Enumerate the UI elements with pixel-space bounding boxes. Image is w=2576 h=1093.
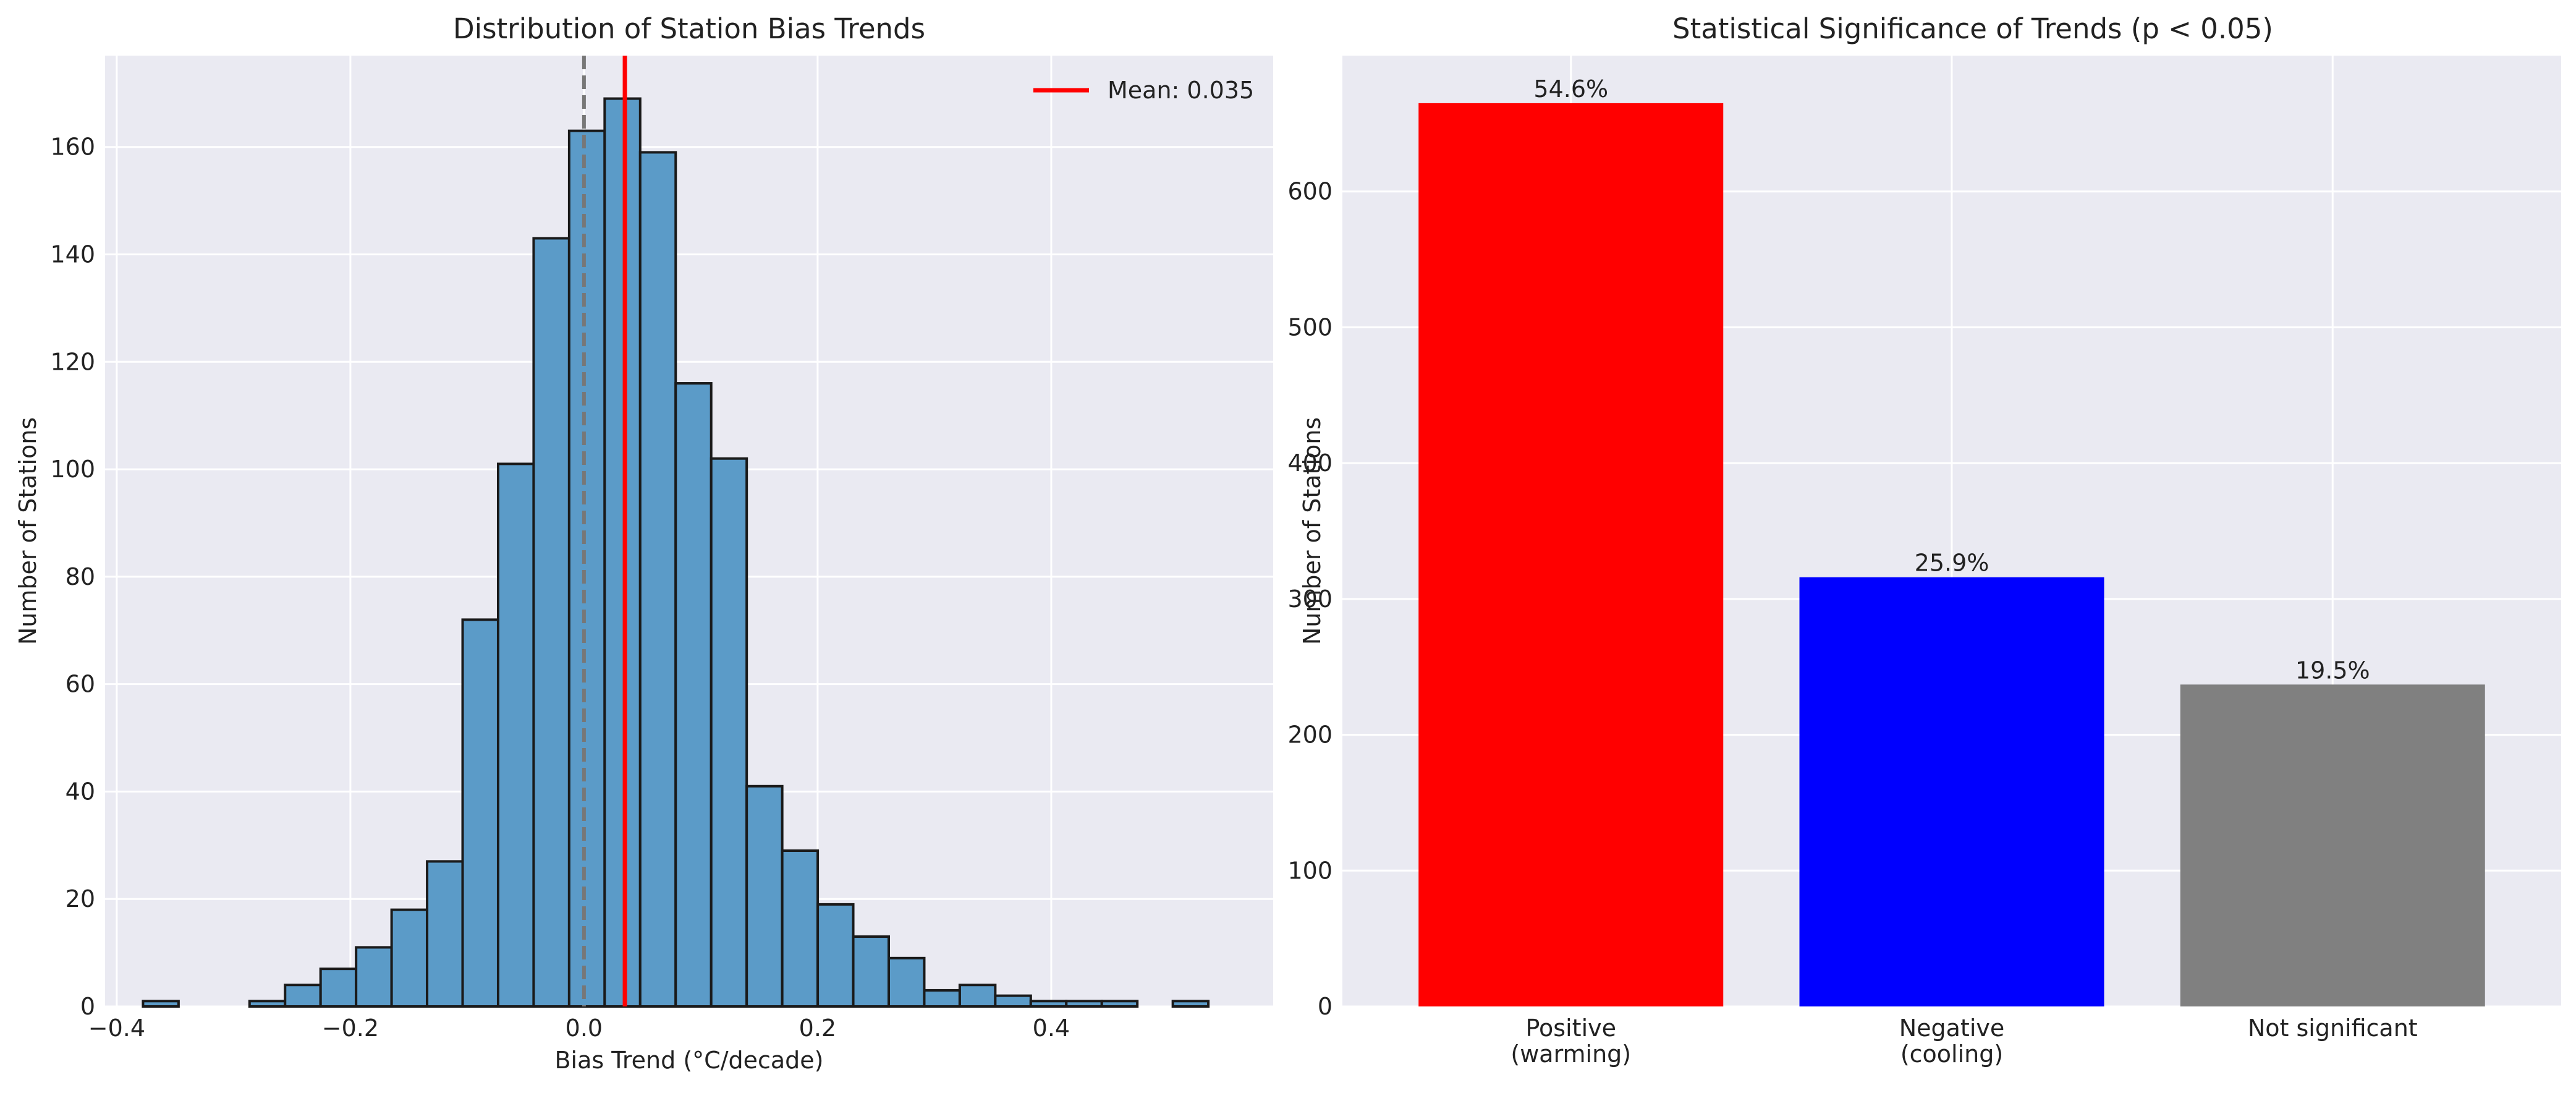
histogram-y-tick-label: 140 xyxy=(50,241,95,268)
histogram-bar xyxy=(640,152,676,1006)
bar-chart-title: Statistical Significance of Trends (p < … xyxy=(1672,12,2273,45)
histogram-x-tick-label: 0.0 xyxy=(566,1014,603,1042)
histogram-y-tick-label: 40 xyxy=(66,778,95,805)
bar-chart-category-label: Not significant xyxy=(2248,1014,2418,1042)
histogram-bar xyxy=(1066,1001,1101,1006)
histogram-bar xyxy=(143,1001,178,1006)
histogram-bar xyxy=(285,985,320,1006)
bar-chart-y-tick-label: 600 xyxy=(1287,178,1332,205)
histogram-y-tick-label: 160 xyxy=(50,134,95,161)
histogram-bar xyxy=(250,1001,285,1006)
histogram-y-tick-label: 100 xyxy=(50,456,95,483)
histogram-bar xyxy=(924,990,959,1006)
histogram-y-tick-label: 0 xyxy=(80,993,95,1020)
bar-chart-y-axis-label: Number of Stations xyxy=(1299,417,1326,645)
histogram-x-tick-label: −0.4 xyxy=(88,1014,145,1042)
histogram-bar xyxy=(321,969,356,1006)
histogram-panel: −0.4 −0.2 0.0 0.2 0.4 0 20 40 60 80 100 120 140 160 D… xyxy=(14,12,1273,1074)
histogram-bar xyxy=(1031,1001,1066,1006)
bar-chart-data-label: 19.5% xyxy=(2295,657,2370,684)
histogram-x-tick-label: 0.2 xyxy=(799,1014,836,1042)
bar-chart-bar xyxy=(2180,684,2485,1006)
bar-chart-bar xyxy=(1800,577,2104,1006)
bar-chart-y-tick-label: 0 xyxy=(1318,993,1332,1020)
histogram-bar xyxy=(711,459,747,1006)
histogram-bar xyxy=(1173,1001,1208,1006)
histogram-bar xyxy=(392,910,427,1006)
histogram-x-tick-label: 0.4 xyxy=(1033,1014,1070,1042)
histogram-bar xyxy=(818,904,853,1006)
bar-chart-y-tick-label: 200 xyxy=(1287,721,1332,749)
histogram-bar xyxy=(854,937,889,1006)
bar-chart-category-label: Positive xyxy=(1526,1014,1617,1042)
histogram-y-axis-label: Number of Stations xyxy=(14,417,41,645)
histogram-bar xyxy=(533,238,569,1006)
bar-chart-bar xyxy=(1418,103,1723,1006)
bar-chart-category-label: Negative xyxy=(1899,1014,2005,1042)
histogram-bar xyxy=(1102,1001,1137,1006)
histogram-y-tick-label: 20 xyxy=(66,885,95,912)
bar-chart-data-label: 54.6% xyxy=(1533,75,1608,103)
histogram-bar xyxy=(498,464,533,1006)
histogram-bar xyxy=(604,99,640,1006)
histogram-y-tick-label: 60 xyxy=(66,671,95,698)
histogram-bar xyxy=(995,996,1030,1006)
histogram-bar xyxy=(356,947,391,1006)
histogram-bar xyxy=(747,786,782,1006)
histogram-bar xyxy=(782,851,818,1006)
histogram-title: Distribution of Station Bias Trends xyxy=(453,12,925,45)
histogram-bar xyxy=(960,985,995,1006)
histogram-bar xyxy=(889,958,924,1006)
legend-mean-label: Mean: 0.035 xyxy=(1108,77,1254,104)
histogram-bar xyxy=(676,383,711,1006)
bar-chart-category-label: (warming) xyxy=(1510,1040,1631,1068)
histogram-y-tick-label: 80 xyxy=(66,563,95,590)
histogram-bar xyxy=(427,861,462,1006)
histogram-x-tick-label: −0.2 xyxy=(322,1014,379,1042)
bar-chart-panel: 54.6%25.9%19.5% 0100200300400500600Posit… xyxy=(1287,12,2561,1068)
histogram-bar xyxy=(569,131,604,1006)
bar-chart-y-tick-label: 100 xyxy=(1287,857,1332,884)
histogram-y-tick-label: 120 xyxy=(50,348,95,375)
histogram-x-axis-label: Bias Trend (°C/decade) xyxy=(554,1047,823,1074)
bar-chart-y-tick-label: 500 xyxy=(1287,313,1332,341)
bar-chart-data-label: 25.9% xyxy=(1915,550,1989,577)
bar-chart-category-label: (cooling) xyxy=(1900,1040,2003,1068)
histogram-bar xyxy=(463,619,498,1006)
